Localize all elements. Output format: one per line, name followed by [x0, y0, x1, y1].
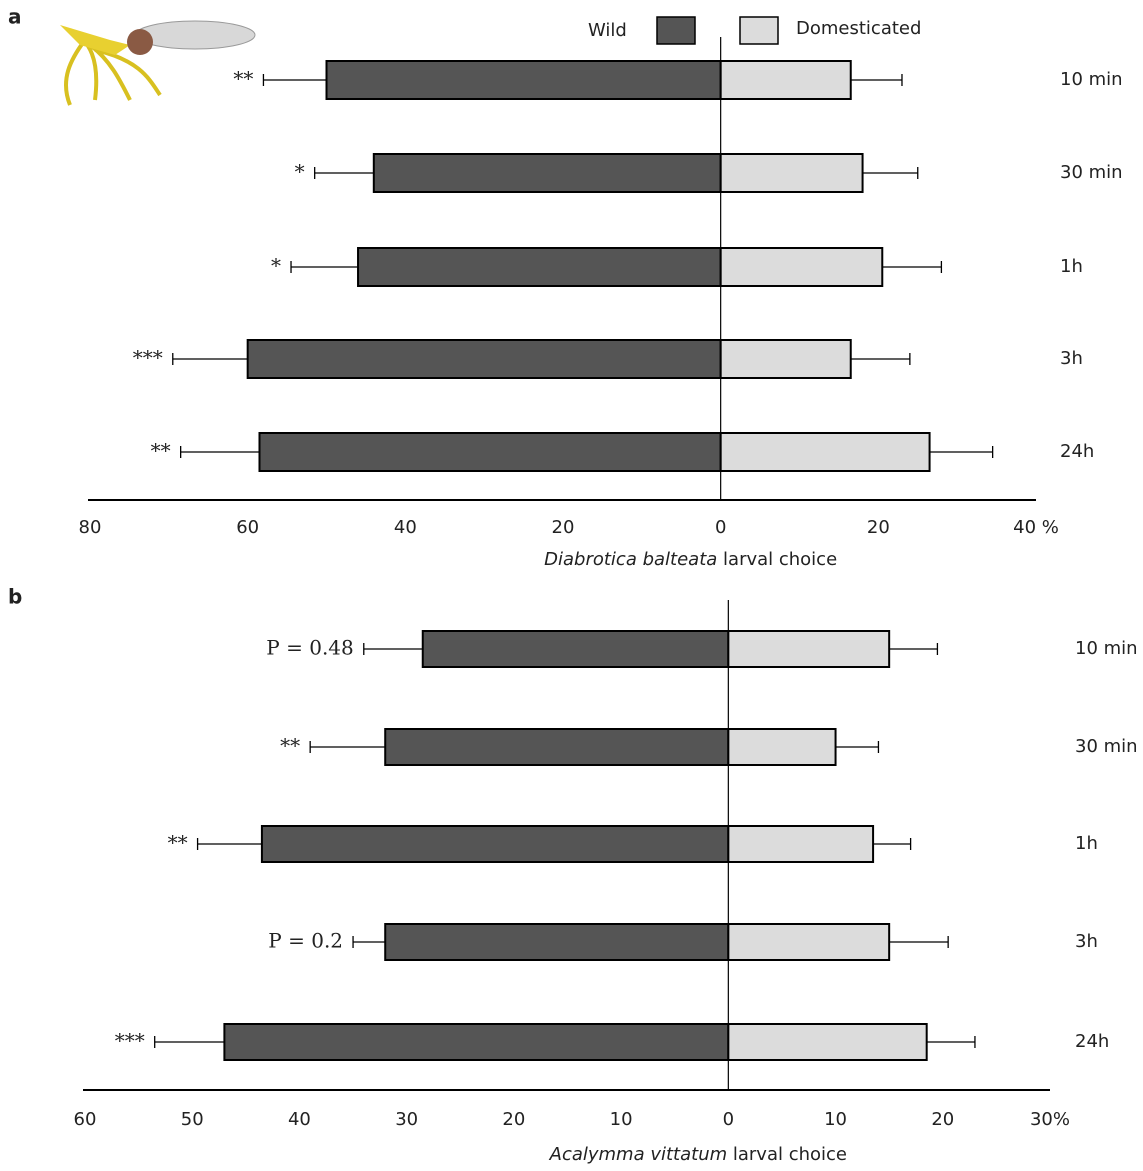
- x-tick-label: 30: [395, 1109, 418, 1130]
- bar: [721, 154, 863, 192]
- bar: [728, 1024, 926, 1060]
- x-tick-label: 40: [394, 517, 417, 538]
- bar: [374, 154, 721, 192]
- category-label: 10 min: [1075, 638, 1138, 659]
- x-tick-label: 50: [181, 1109, 204, 1130]
- category-label: 30 min: [1075, 736, 1138, 757]
- significance-label: ***: [115, 1029, 145, 1053]
- significance-label: ***: [133, 346, 163, 370]
- category-label: 1h: [1060, 256, 1083, 277]
- bar: [728, 729, 835, 765]
- category-label: 24h: [1060, 441, 1094, 462]
- bar: [721, 61, 851, 99]
- panel-label: b: [8, 585, 22, 609]
- bar: [721, 248, 883, 286]
- x-tick-label: 60: [74, 1109, 97, 1130]
- category-label: 1h: [1075, 833, 1098, 854]
- figure: a 80 60 40 20 0 20 40 % Diabrotica balteata larv…: [0, 0, 1143, 1171]
- bar: [728, 631, 889, 667]
- bar: [385, 729, 728, 765]
- bar: [423, 631, 729, 667]
- x-tick-label: 20: [502, 1109, 525, 1130]
- bar: [248, 340, 721, 378]
- x-tick-label: 20: [552, 517, 575, 538]
- significance-label: **: [233, 67, 253, 91]
- panel-label: a: [8, 5, 22, 29]
- x-label-text: larval choice: [733, 1144, 847, 1165]
- legend-label: Wild: [588, 20, 627, 41]
- x-tick-label: 0: [715, 517, 726, 538]
- x-tick-label: 30%: [1030, 1109, 1070, 1130]
- bar: [721, 340, 851, 378]
- x-tick-label: 10: [610, 1109, 633, 1130]
- bar: [224, 1024, 728, 1060]
- species-name: Diabrotica balteata: [544, 549, 717, 570]
- x-tick-label: 10: [824, 1109, 847, 1130]
- x-tick-label: 0: [723, 1109, 734, 1130]
- legend-swatch: [657, 17, 695, 44]
- bar: [721, 433, 930, 471]
- x-tick-label: 20: [931, 1109, 954, 1130]
- bar: [728, 826, 873, 862]
- larva-illustration: [60, 21, 255, 105]
- x-tick-label: 40 %: [1013, 517, 1059, 538]
- significance-label: *: [271, 254, 281, 278]
- significance-label: P = 0.48: [266, 636, 353, 660]
- legend-swatch: [740, 17, 778, 44]
- significance-label: P = 0.2: [268, 929, 343, 953]
- significance-label: **: [168, 831, 188, 855]
- category-label: 3h: [1060, 348, 1083, 369]
- x-axis-label: Diabrotica balteata larval choice: [544, 549, 837, 570]
- significance-label: *: [295, 160, 305, 184]
- category-label: 10 min: [1060, 69, 1123, 90]
- bar: [358, 248, 721, 286]
- species-name: Acalymma vittatum: [549, 1144, 728, 1165]
- bar: [728, 924, 889, 960]
- legend-label: Domesticated: [796, 18, 921, 39]
- category-label: 3h: [1075, 931, 1098, 952]
- x-tick-label: 80: [79, 517, 102, 538]
- bar: [259, 433, 720, 471]
- bar: [327, 61, 721, 99]
- bar: [385, 924, 728, 960]
- significance-label: **: [151, 439, 171, 463]
- x-label-text: larval choice: [723, 549, 837, 570]
- x-tick-label: 60: [236, 517, 259, 538]
- x-tick-label: 40: [288, 1109, 311, 1130]
- x-tick-label: 20: [867, 517, 890, 538]
- category-label: 30 min: [1060, 162, 1123, 183]
- category-label: 24h: [1075, 1031, 1109, 1052]
- significance-label: **: [280, 734, 300, 758]
- x-axis-label: Acalymma vittatum larval choice: [549, 1144, 847, 1165]
- bar: [262, 826, 728, 862]
